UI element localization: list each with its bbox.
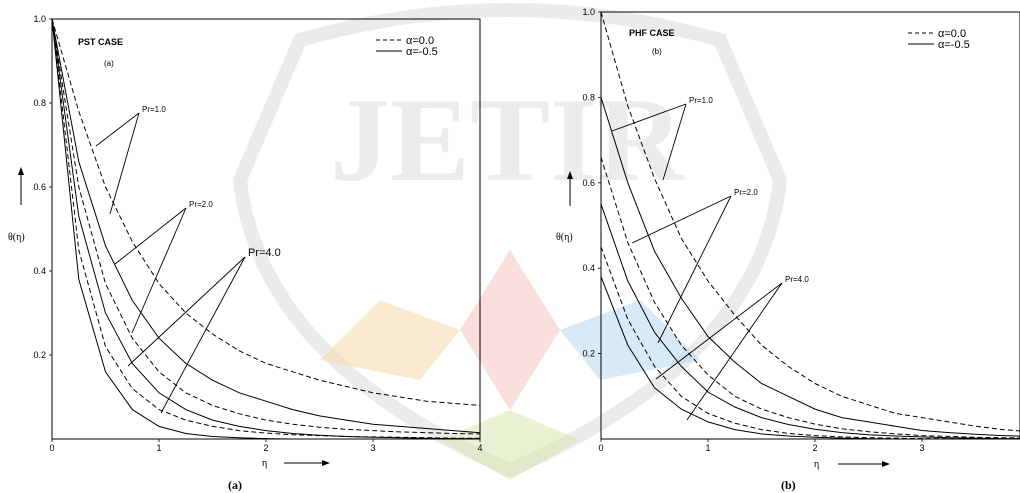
- annotation-leader-line: [657, 195, 732, 344]
- legend-b: α=0.0 α=-0.5: [908, 28, 970, 51]
- annotation-label: Pr=2.0: [734, 188, 758, 197]
- series-line-pr1-0-dashed: [600, 11, 1020, 432]
- y-arrow-head-a: [18, 167, 24, 175]
- tick-labels-b: 0 1 2 3 0.2 0.4 0.6 0.8 1.0: [582, 7, 924, 453]
- y-tick-label: 1.0: [33, 14, 46, 24]
- series-line-pr4-0-solid: [51, 18, 480, 440]
- annotation-label: Pr=1.0: [142, 105, 166, 114]
- annotation-label: Pr=1.0: [689, 96, 713, 105]
- series-line-pr4-0-solid: [600, 276, 1020, 440]
- legend-a: α=0.0 α=-0.5: [376, 35, 438, 58]
- y-axis-label-b: θ(η): [556, 232, 573, 243]
- panel-title-a: PST CASE: [78, 37, 123, 47]
- y-tick-label: 0.4: [582, 263, 595, 273]
- y-tick-label: 0.2: [582, 349, 595, 359]
- annotation-leader-line: [631, 195, 732, 244]
- x-axis-label-a: η: [262, 458, 267, 469]
- annotation-label: Pr=4.0: [785, 275, 809, 284]
- legend-label-a-1: α=-0.5: [406, 46, 438, 58]
- legend-label-b-1: α=-0.5: [938, 39, 970, 51]
- x-tick-label: 4: [477, 443, 482, 453]
- annotation-leader-line: [686, 282, 783, 421]
- x-tick-label: 0: [598, 443, 603, 453]
- y-arrow-head-b: [567, 171, 573, 179]
- series-line-pr2-0-dashed: [51, 18, 481, 435]
- y-tick-label: 0.6: [33, 182, 46, 192]
- x-axis-label-group-a: η: [262, 458, 330, 469]
- x-arrow-head-a: [322, 460, 330, 466]
- series-line-pr1-0-solid: [51, 18, 481, 434]
- y-tick-label: 1.0: [582, 7, 595, 17]
- annotation-leader-line: [662, 103, 687, 181]
- legend-label-b-0: α=0.0: [938, 28, 966, 40]
- x-tick-label: 3: [919, 443, 924, 453]
- watermark-text: JETIR: [330, 73, 685, 206]
- legend-label-a-0: α=0.0: [406, 35, 434, 47]
- annotation-leader-line: [127, 256, 246, 367]
- y-axis-label-group-b: θ(η): [556, 171, 573, 243]
- panel-title-b: PHF CASE: [629, 28, 675, 38]
- series-line-pr1-0-solid: [600, 97, 1020, 437]
- annotation-leaders-b: [611, 103, 783, 421]
- y-tick-label: 0.8: [582, 92, 595, 102]
- plot-frame-b: [600, 11, 1020, 440]
- y-axis-label-a: θ(η): [8, 232, 25, 243]
- y-tick-label: 0.6: [582, 178, 595, 188]
- x-axis-label-b: η: [814, 459, 819, 470]
- annotation-leader-line: [655, 282, 783, 380]
- panel-tag-b: (b): [652, 47, 662, 56]
- y-tick-label: 0.2: [33, 350, 46, 360]
- series-group-b: [600, 11, 1020, 440]
- x-tick-label: 2: [263, 443, 268, 453]
- panel-tag-a: (a): [104, 59, 114, 68]
- x-tick-label: 1: [705, 443, 710, 453]
- x-tick-label: 1: [156, 443, 161, 453]
- x-tick-label: 2: [812, 443, 817, 453]
- y-tick-label: 0.4: [33, 266, 46, 276]
- caption-b: (b): [781, 478, 796, 492]
- series-line-pr2-0-solid: [51, 18, 480, 440]
- annotation-leader-line: [114, 207, 187, 265]
- annotation-leader-line: [109, 112, 140, 215]
- annotation-label: Pr=4.0: [248, 247, 281, 259]
- x-arrow-head-b: [882, 461, 890, 467]
- x-axis-label-group-b: η: [814, 459, 890, 470]
- y-axis-label-group-a: θ(η): [8, 167, 25, 243]
- series-line-pr2-0-dashed: [600, 157, 1020, 439]
- chart-panel-a: 0 1 2 3 40.20.40.60.81.0 Pr=1.0Pr=2.0Pr=4.0 …: [8, 14, 483, 492]
- annotations-b: Pr=1.0 Pr=2.0 Pr=4.0: [689, 96, 809, 284]
- annotations-a: Pr=1.0 Pr=2.0 Pr=4.0: [142, 105, 281, 259]
- series-line-pr2-0-solid: [600, 203, 1020, 440]
- annotation-leader-line: [160, 256, 246, 414]
- annotation-leaders-a: [95, 112, 246, 414]
- series-group-a: [51, 18, 481, 440]
- caption-a: (a): [228, 478, 242, 492]
- tick-labels-a: 0 1 2 3 4 0.2 0.4 0.6 0.8 1.0: [33, 14, 482, 453]
- annotation-label: Pr=2.0: [189, 200, 213, 209]
- series-line-pr4-0-dashed: [600, 246, 1020, 440]
- annotation-leader-line: [131, 207, 187, 334]
- watermark: JETIR: [232, 3, 788, 480]
- x-tick-label: 0: [49, 443, 54, 453]
- annotation-leader-line: [611, 103, 687, 132]
- annotation-leader-line: [95, 112, 140, 147]
- series-line-pr1-0-dashed: [51, 18, 481, 406]
- chart-panel-b: 0 1 2 3 0.2 0.4 0.6 0.8 1.0 Pr=1.0 Pr=2.0 Pr=4.0 P…: [556, 7, 1020, 492]
- x-tick-label: 3: [370, 443, 375, 453]
- y-tick-label: 0.8: [33, 98, 46, 108]
